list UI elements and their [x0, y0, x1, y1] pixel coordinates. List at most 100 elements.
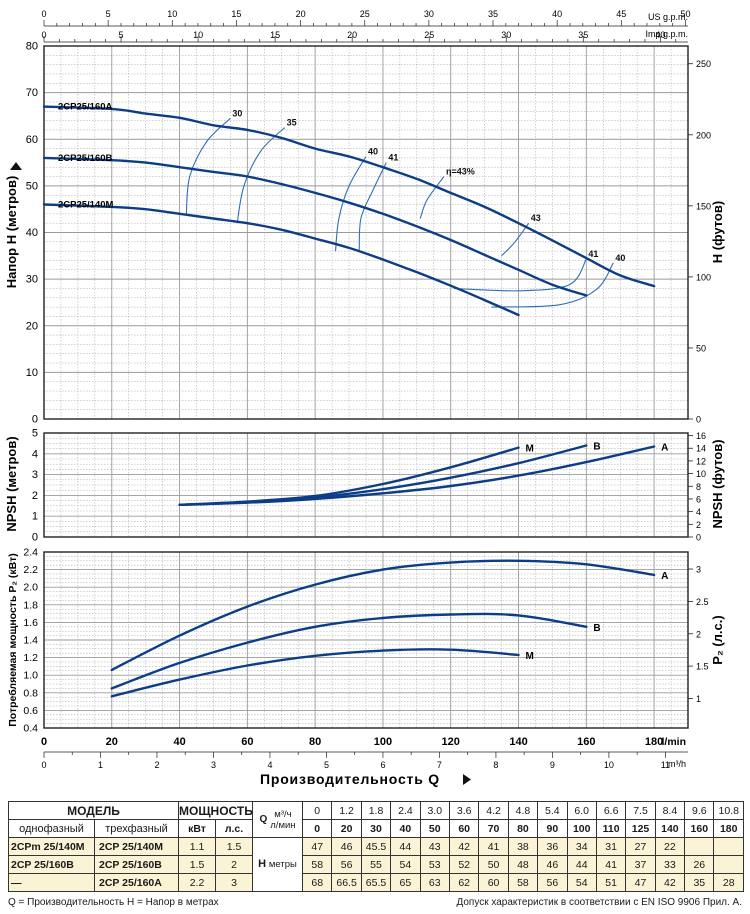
head-value: 47	[625, 873, 656, 892]
table-row: — 2CP 25/160A 2.2 3 68 66.5 65.5 65 63 6…	[8, 873, 744, 892]
efficiency-label: 40	[615, 253, 625, 263]
top-axis-1-tick-label: 25	[360, 9, 370, 19]
power-right-axis-tick-label: 1.5	[696, 662, 709, 672]
top-axis-2-tick-label: 40	[655, 30, 665, 40]
x-tick-label-lmin: 20	[106, 736, 118, 748]
axis-title-arrow-icon	[463, 774, 471, 785]
x-tick-label-m3h: 11	[661, 760, 670, 770]
m3h-cell: 4.2	[478, 801, 509, 820]
top-axis-2-tick-label: 0	[41, 30, 46, 40]
head-ylabel-right: H (футов)	[710, 201, 725, 263]
power-y-tick-label: 0.8	[23, 687, 38, 699]
head-right-axis-tick-label: 0	[696, 415, 701, 425]
power-curve	[110, 559, 656, 672]
panel-frames	[43, 20, 693, 758]
head-right-axis-tick-label: 150	[696, 201, 711, 211]
three-phase-model: 2CP 25/160B	[94, 855, 179, 874]
head-value: 60	[478, 873, 509, 892]
head-right-axis-tick-label: 100	[696, 272, 711, 282]
head-y-tick-label: 40	[26, 227, 38, 239]
power-right-axis-tick-label: 2	[696, 629, 701, 639]
m3h-cell: 7.5	[625, 801, 656, 820]
head-curve-label: 2CP25/160B	[58, 153, 113, 164]
power-right-axis-tick-label: 2.5	[696, 597, 709, 607]
model-table-container: МОДЕЛЬ МОЩНОСТЬ Q м³/ч л/мин 0 1.2 1.8 2…	[8, 801, 744, 892]
table-row: 2CPm 25/140M 2CP 25/140M 1.1 1.5 H метры…	[8, 837, 744, 892]
npsh-right-axis-tick-label: 16	[696, 431, 706, 441]
lmin-cell: 80	[507, 819, 539, 838]
power-curve-label: B	[593, 623, 600, 634]
power-ylabel: Потребляемая мощность P₂ (кВт)	[7, 553, 19, 727]
head-y-tick-label: 60	[26, 134, 38, 146]
x-tick-label-lmin: 60	[241, 736, 253, 748]
top-axis-2-tick-label: 5	[119, 30, 124, 40]
npsh-right-axis-tick-label: 12	[696, 456, 706, 466]
head-value: 43	[419, 837, 450, 856]
power-panel-frame	[43, 551, 689, 729]
kw-value: 1.5	[178, 855, 216, 874]
power-right-axis-tick-label: 3	[696, 565, 701, 575]
head-curve-label: 2CP25/160A	[58, 102, 113, 113]
x-tick-label-m3h: 5	[324, 760, 329, 770]
x-tick-label-m3h: 0	[41, 760, 46, 770]
head-value: 31	[595, 837, 627, 856]
head-panel-frame	[43, 45, 689, 420]
npsh-y-tick-label: 5	[32, 428, 38, 440]
x-tick-label-lmin: 80	[309, 736, 321, 748]
lmin-cell: 70	[478, 819, 509, 838]
head-y-tick-label: 80	[26, 41, 38, 53]
power-y-tick-label: 1.4	[23, 635, 38, 647]
three-phase-model: 2CP 25/140M	[94, 837, 179, 856]
npsh-right-axis-tick-label: 14	[696, 444, 706, 454]
npsh-curve-label: B	[593, 441, 600, 452]
m3h-cell: 4.8	[507, 801, 539, 820]
head-value: 44	[566, 855, 597, 874]
top-axis-2-tick-label: 20	[347, 30, 357, 40]
kw-value: 2.2	[178, 873, 216, 892]
m3h-cell: 1.8	[360, 801, 392, 820]
power-y-tick-label: 1.2	[23, 652, 38, 664]
head-value: 55	[360, 855, 392, 874]
x-tick-label-lmin: 100	[374, 736, 392, 748]
head-value: 50	[478, 855, 509, 874]
lmin-cell: 160	[684, 819, 715, 838]
top-axis-2-tick-label: 25	[424, 30, 434, 40]
top-axis-2-tick-label: 30	[501, 30, 511, 40]
lmin-cell: 0	[302, 819, 333, 838]
power-y-tick-label: 2.2	[23, 564, 38, 576]
head-value: 54	[390, 855, 421, 874]
head-value: 68	[302, 873, 333, 892]
efficiency-curve	[185, 117, 231, 214]
power-curve	[110, 648, 520, 698]
h-unit: метры	[268, 859, 297, 870]
npsh-right-axis-tick-label: 8	[696, 482, 701, 492]
lmin-cell: 110	[595, 819, 627, 838]
three-phase-header: трехфазный	[94, 819, 179, 838]
npsh-curve-label: A	[661, 443, 668, 454]
head-value: 37	[625, 855, 656, 874]
x-tick-label-m3h: 4	[267, 760, 272, 770]
lmin-cell: 50	[419, 819, 450, 838]
head-value: 42	[654, 873, 686, 892]
m3h-cell: 9.6	[684, 801, 715, 820]
power-ylabel-right: P₂ (л.с.)	[710, 615, 725, 664]
head-ylabel-arrow-icon	[10, 162, 22, 170]
power-curve	[110, 612, 588, 690]
top-axis-1-tick-label: 15	[231, 9, 241, 19]
head-value: 65	[390, 873, 421, 892]
npsh-right-axis-tick-label: 0	[696, 533, 701, 543]
efficiency-label: 30	[232, 108, 242, 118]
head-value: 26	[684, 855, 715, 874]
npsh-y-tick-label: 2	[32, 490, 38, 502]
head-y-tick-label: 0	[32, 414, 38, 426]
head-ylabel: Напор H (метров)	[4, 176, 19, 289]
kw-header: кВт	[178, 819, 216, 838]
x-tick-label-m3h: 6	[380, 760, 385, 770]
x-tick-label-m3h: 9	[550, 760, 555, 770]
lmin-cell: 180	[713, 819, 744, 838]
top-axis-1-tick-label: 10	[167, 9, 177, 19]
m3h-cell: 1.2	[331, 801, 362, 820]
head-curve	[42, 203, 520, 317]
top-axis-1-tick-label: 40	[552, 9, 562, 19]
tick-labels: 0 5 10 15 20 25 30 35 40 45 500 5 10 15 20 25 30 35 400102…	[23, 9, 711, 770]
